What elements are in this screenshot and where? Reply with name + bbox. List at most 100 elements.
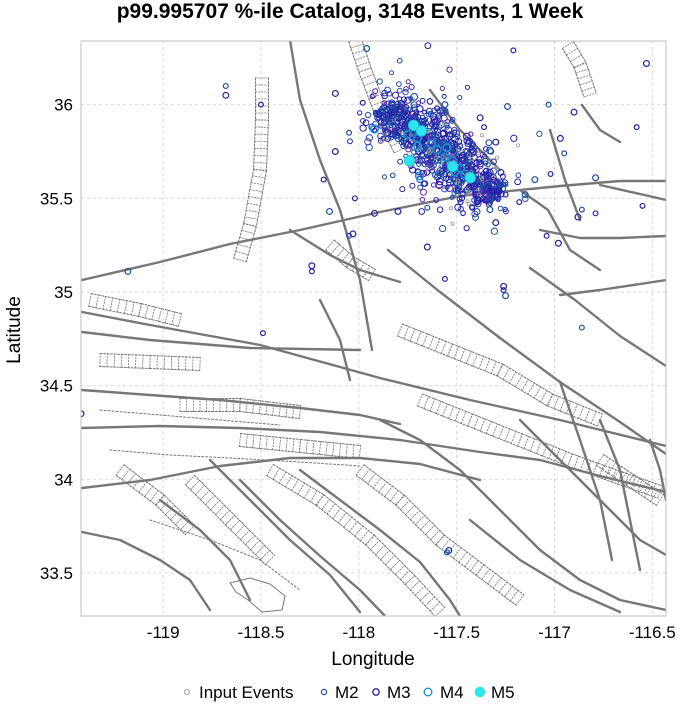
m4-event-marker — [426, 139, 436, 149]
fault-zone — [443, 534, 485, 566]
event-marker — [490, 158, 497, 165]
event-marker — [476, 114, 484, 122]
fault-zone — [410, 510, 420, 520]
event-marker — [442, 107, 449, 114]
fault-zone — [649, 490, 659, 502]
fault-zone — [395, 495, 405, 505]
event-marker — [389, 70, 395, 76]
fault-zone — [266, 464, 274, 476]
fault-line — [81, 330, 362, 352]
fault-zone — [559, 398, 566, 412]
event-marker — [439, 130, 447, 138]
fault-zone — [435, 544, 477, 576]
fault-zone — [185, 475, 195, 485]
fault-zone — [318, 441, 322, 455]
legend-label-m4: M4 — [440, 683, 464, 702]
x-tick-label: -116.5 — [629, 623, 676, 642]
fault-zone — [417, 393, 423, 407]
input-event-marker — [476, 151, 481, 156]
event-marker — [357, 110, 363, 116]
fault-zone — [253, 168, 267, 172]
fault-zone — [578, 406, 585, 419]
event-marker — [438, 168, 446, 175]
fault-zone — [298, 439, 302, 453]
fault-zone — [553, 396, 560, 409]
m4-event-marker — [442, 143, 452, 153]
event-marker — [457, 94, 463, 101]
event-marker — [419, 97, 426, 104]
y-axis-label: Latitude — [4, 296, 25, 364]
fault-line — [81, 179, 666, 282]
input-event-marker — [450, 221, 455, 226]
fault-zone — [581, 86, 595, 92]
fault-zone — [601, 458, 611, 470]
event-marker — [398, 136, 404, 142]
fault-zone — [595, 454, 605, 466]
fault-zone — [420, 520, 430, 530]
event-marker — [458, 194, 466, 202]
input-event-marker — [495, 155, 500, 160]
event-marker — [346, 129, 353, 136]
event-marker — [419, 197, 426, 203]
event-marker — [486, 194, 494, 202]
event-marker — [504, 103, 512, 111]
event-marker — [514, 178, 522, 186]
fault-zone — [238, 398, 242, 412]
m4-event-marker — [369, 124, 380, 134]
event-marker — [521, 191, 529, 199]
fault-line — [648, 438, 666, 502]
fault-zone — [163, 355, 165, 370]
event-marker — [372, 120, 379, 128]
event-marker — [486, 206, 494, 214]
fault-zone — [508, 371, 517, 384]
fault-zone — [149, 490, 159, 502]
fault-zone — [404, 575, 416, 585]
fault-zone — [278, 402, 282, 417]
event-marker — [497, 205, 504, 212]
fault-zone — [625, 474, 635, 486]
event-marker — [574, 213, 582, 221]
event-marker — [395, 113, 403, 122]
fault-zone — [254, 133, 269, 135]
event-marker — [430, 182, 437, 188]
fault-zone — [285, 403, 288, 418]
fault-zone — [195, 485, 205, 495]
event-marker — [416, 105, 424, 113]
fault-zone — [244, 216, 259, 220]
fault-zone — [655, 494, 665, 506]
event-marker — [510, 47, 517, 54]
fault-zone — [357, 262, 365, 275]
fault-zone — [258, 400, 262, 415]
legend-marker-m2 — [320, 688, 328, 696]
fault-zone — [502, 367, 510, 380]
fault-zone — [225, 515, 235, 525]
fault-zone — [305, 439, 308, 454]
event-marker — [425, 111, 432, 118]
event-marker — [472, 214, 480, 221]
m4-event-marker — [403, 130, 413, 140]
event-marker — [471, 190, 478, 197]
fault-zone — [131, 301, 135, 316]
fault-line — [81, 456, 482, 490]
event-marker — [592, 174, 600, 182]
event-marker — [437, 124, 443, 130]
y-tick-labels: 33.5 34 34.5 35 35.5 36 — [40, 96, 73, 583]
event-marker — [124, 267, 132, 275]
fault-zone — [142, 354, 144, 369]
fault-zone — [332, 442, 335, 457]
fault-zone — [529, 438, 536, 452]
event-markers — [81, 42, 650, 556]
event-marker — [363, 44, 371, 52]
fault-line — [558, 278, 666, 297]
event-marker — [410, 104, 418, 111]
fault-zone — [253, 147, 268, 150]
input-event-marker — [398, 129, 403, 134]
event-marker — [436, 206, 444, 213]
fault-zone — [155, 495, 165, 505]
event-marker — [531, 176, 539, 184]
fault-zone — [303, 486, 312, 499]
event-marker — [455, 186, 461, 193]
input-event-marker — [426, 148, 431, 153]
event-marker — [396, 87, 403, 94]
fault-zone — [156, 355, 158, 370]
